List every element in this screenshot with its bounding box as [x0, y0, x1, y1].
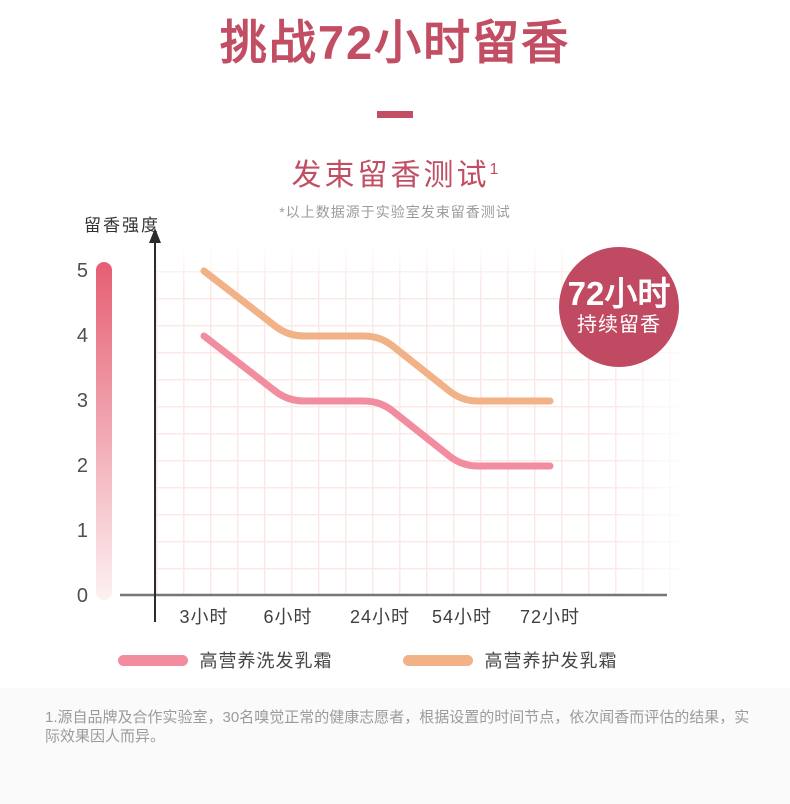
footer-band: 1.源自品牌及合作实验室，30名嗅觉正常的健康志愿者，根据设置的时间节点，依次闻…	[0, 688, 790, 804]
legend-item-shampoo: 高营养洗发乳霜	[117, 647, 333, 673]
shampoo-line-swatch	[117, 654, 188, 666]
y-tick-label: 2	[76, 455, 88, 477]
page-title: 挑战72小时留香	[219, 16, 571, 69]
y-tick-label: 3	[76, 390, 88, 412]
conditioner-line-swatch	[402, 654, 473, 666]
y-axis-title: 留香强度	[84, 216, 160, 235]
y-tick-label: 5	[76, 260, 88, 282]
legend: 高营养洗发乳霜 高营养护发乳霜	[0, 644, 790, 676]
y-tick-label: 0	[76, 585, 88, 607]
badge-caption-text: 持续留香	[577, 314, 661, 336]
chart-subtitle: 发束留香测试1	[0, 148, 790, 198]
x-tick-label: 54小时	[431, 607, 493, 627]
footnote-text: 1.源自品牌及合作实验室，30名嗅觉正常的健康志愿者，根据设置的时间节点，依次闻…	[45, 709, 750, 745]
x-tick-label: 72小时	[519, 607, 581, 627]
subtitle-footnote-marker: 1	[489, 161, 499, 178]
shampoo-legend-label: 高营养洗发乳霜	[199, 651, 333, 671]
data-source-note: *以上数据源于实验室发束留香测试	[279, 204, 511, 220]
conditioner-legend-label: 高营养护发乳霜	[484, 651, 618, 671]
legend-item-conditioner: 高营养护发乳霜	[402, 647, 618, 673]
x-tick-label: 24小时	[349, 607, 411, 627]
y-tick-label: 1	[76, 520, 88, 542]
x-tick-label: 6小时	[263, 607, 313, 627]
72h-lasting-badge: 72小时 持续留香	[559, 247, 679, 367]
x-tick-label: 3小时	[179, 607, 229, 627]
intensity-gradient-bar	[96, 262, 112, 600]
badge-hours-text: 72小时	[567, 275, 671, 312]
chart-subtitle-text: 发束留香测试	[291, 159, 490, 192]
title-divider	[377, 111, 413, 118]
y-tick-label: 4	[76, 325, 88, 347]
